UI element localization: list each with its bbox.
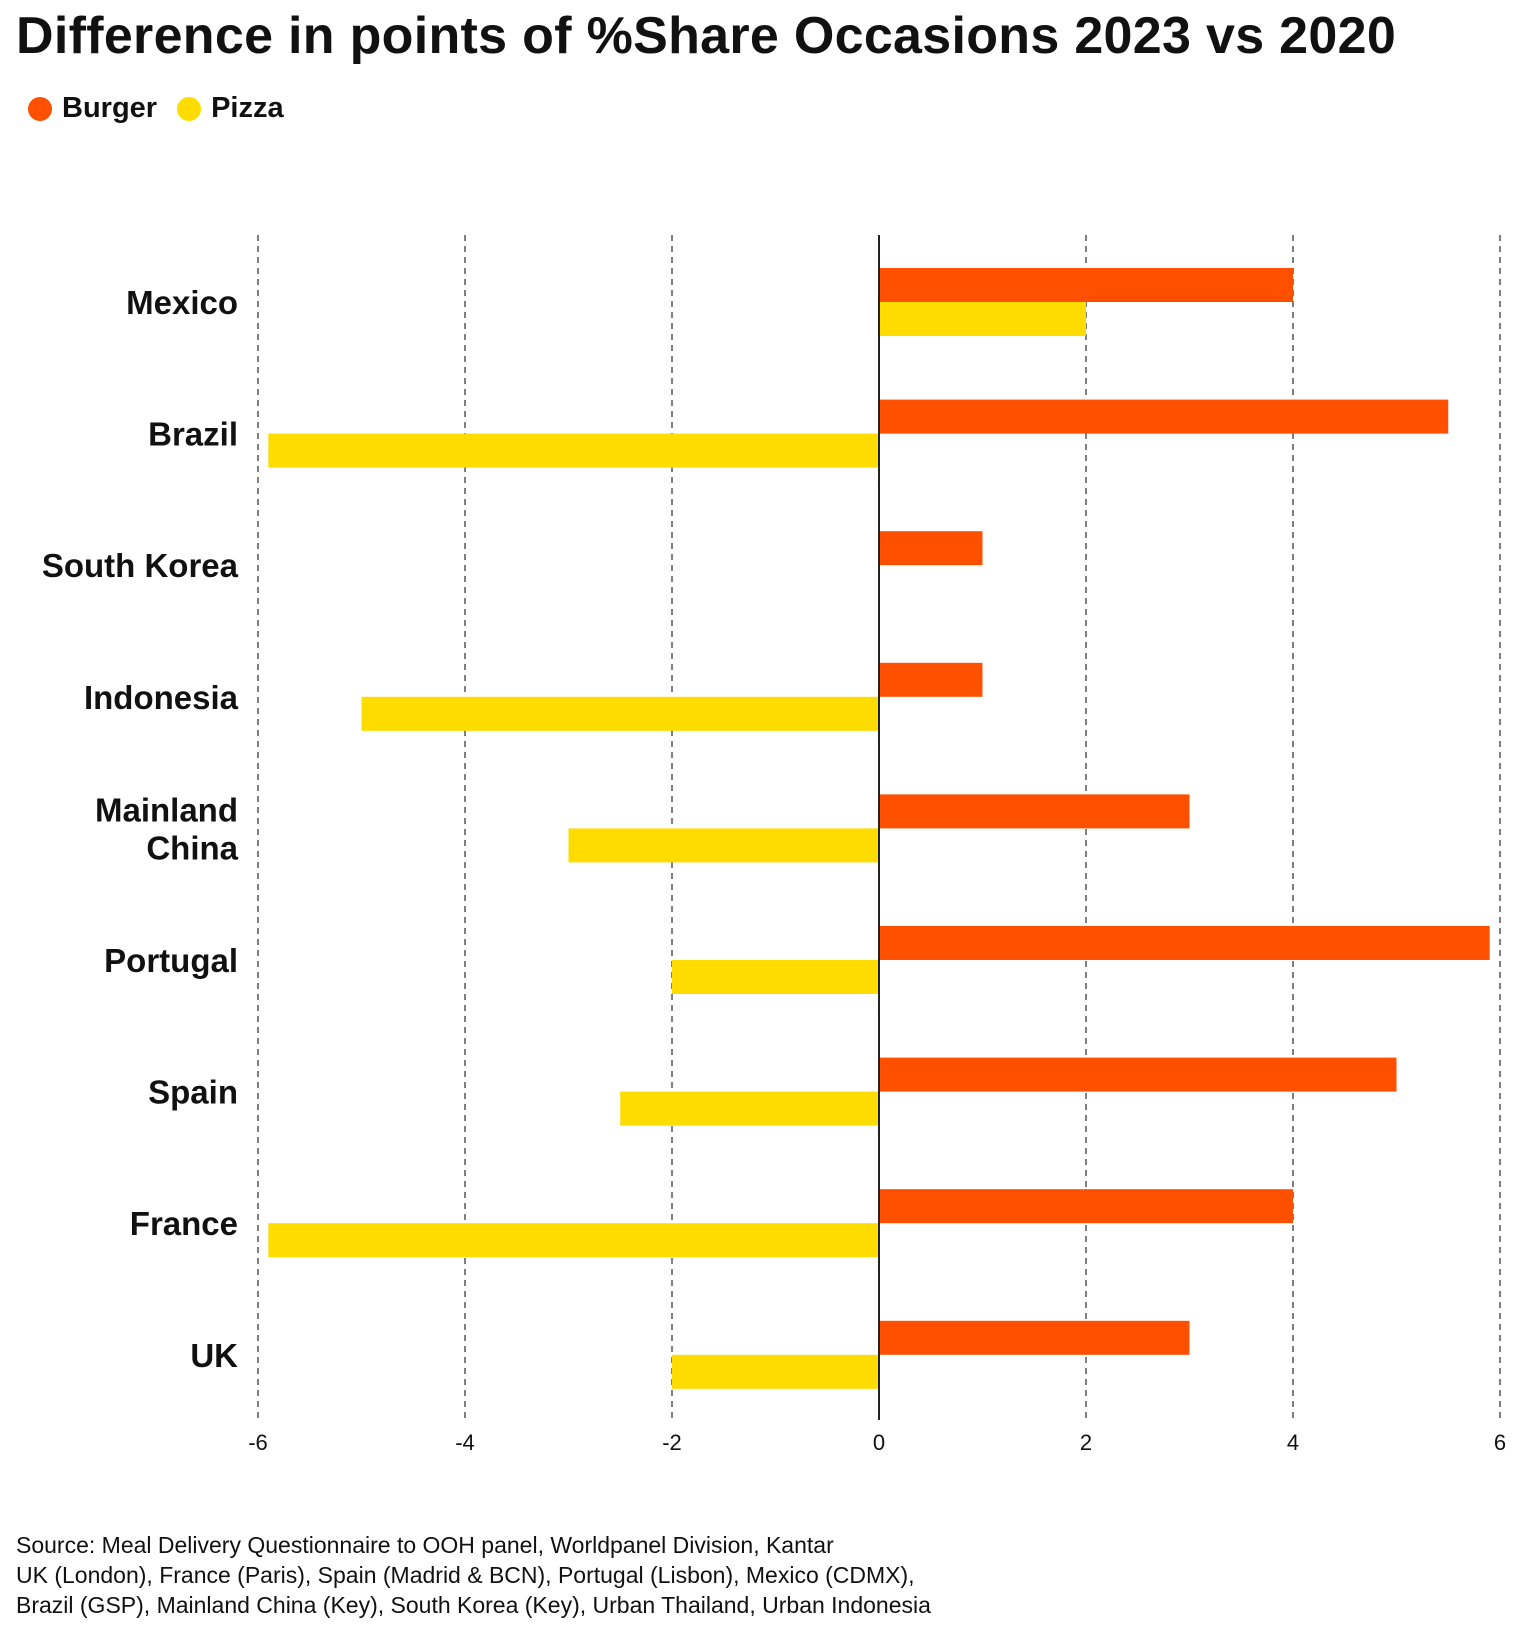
x-tick-label: 4 [1287, 1430, 1299, 1455]
source-line: UK (London), France (Paris), Spain (Madr… [16, 1562, 915, 1588]
bar-burger [879, 1057, 1397, 1092]
source-line: Brazil (GSP), Mainland China (Key), Sout… [16, 1592, 931, 1618]
x-tick-label: -4 [455, 1430, 475, 1455]
legend-swatch-pizza [177, 96, 202, 121]
x-tick-label: -2 [662, 1430, 682, 1455]
legend-swatch-burger [28, 96, 52, 121]
bar-burger [879, 531, 983, 566]
category-label: Portugal [104, 942, 238, 979]
bar-pizza [672, 1354, 879, 1389]
x-tick-label: 2 [1080, 1430, 1092, 1455]
category-label: France [130, 1205, 238, 1242]
bar-pizza [568, 828, 879, 863]
legend: Burger Pizza [28, 92, 304, 125]
x-tick-label: 0 [873, 1430, 885, 1455]
bar-pizza [672, 960, 879, 994]
bar-burger [879, 1189, 1293, 1224]
legend-label-burger: Burger [62, 92, 158, 124]
bar-burger [879, 926, 1490, 960]
category-label: Indonesia [84, 679, 239, 716]
bar-pizza [879, 302, 1086, 336]
chart-title: Difference in points of %Share Occasions… [16, 7, 1397, 65]
legend-label-pizza: Pizza [211, 92, 284, 124]
bar-pizza [268, 433, 880, 468]
bar-pizza [361, 696, 879, 731]
category-label: South Korea [42, 547, 239, 584]
category-label: UK [190, 1337, 238, 1374]
legend-item-burger: Burger [28, 92, 157, 125]
bar-pizza [268, 1223, 880, 1258]
legend-item-pizza: Pizza [177, 92, 284, 125]
category-label: Spain [148, 1074, 238, 1111]
bar-burger [879, 794, 1190, 829]
bar-burger [879, 399, 1449, 434]
category-label: Mexico [126, 284, 238, 321]
category-label: China [146, 829, 238, 866]
x-tick-label: -6 [248, 1430, 268, 1455]
bar-burger [879, 1320, 1190, 1355]
x-tick-label: 6 [1494, 1430, 1506, 1455]
category-label: Mainland [95, 791, 238, 828]
source-line: Source: Meal Delivery Questionnaire to O… [16, 1532, 834, 1558]
source-note: Source: Meal Delivery Questionnaire to O… [16, 1530, 931, 1620]
bar-pizza [620, 1091, 879, 1126]
bar-burger [879, 662, 983, 697]
bar-burger [879, 268, 1293, 302]
category-label: Brazil [148, 416, 238, 453]
bar-chart: Mexico Brazil South Korea Indonesia Mainland… [42, 235, 1506, 1455]
